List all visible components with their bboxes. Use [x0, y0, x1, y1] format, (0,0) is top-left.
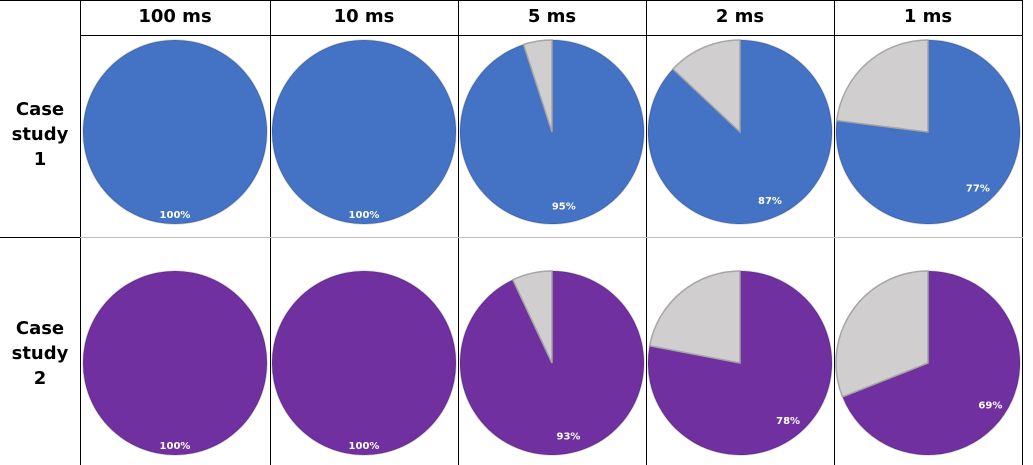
- data-label: 100%: [349, 210, 380, 221]
- pie-chart: 100%: [271, 39, 457, 225]
- data-label: 69%: [978, 400, 1002, 411]
- grid-line: [458, 0, 459, 465]
- pie-slice: [82, 39, 268, 225]
- data-label: 100%: [349, 441, 380, 452]
- pie-chart: 100%: [82, 270, 268, 456]
- column-header: 5 ms: [527, 6, 577, 27]
- pie-chart: 95%: [459, 39, 645, 225]
- pie-slice: [459, 270, 645, 456]
- pie-chart: 87%: [647, 39, 833, 225]
- grid-line: [0, 237, 80, 238]
- pie-chart: 77%: [835, 39, 1021, 225]
- pie-slice: [82, 270, 268, 456]
- grid-line: [80, 35, 1023, 36]
- grid-line: [834, 0, 835, 465]
- pie-slice-remainder: [835, 39, 929, 133]
- data-label: 87%: [758, 196, 782, 207]
- pie-chart: 93%: [459, 270, 645, 456]
- pie-slice-remainder: [648, 270, 741, 364]
- pie-slice: [841, 270, 1021, 456]
- pie-slice: [271, 270, 457, 456]
- pie-slice-remainder: [671, 39, 741, 134]
- pie-chart: 69%: [835, 270, 1021, 456]
- data-label: 93%: [556, 432, 580, 443]
- grid-line: [646, 0, 647, 465]
- pie-slice-remainder: [522, 39, 553, 133]
- pie-slice-remainder: [511, 270, 553, 364]
- data-label: 78%: [776, 416, 800, 427]
- column-header: 1 ms: [903, 6, 953, 27]
- grid-line: [80, 237, 1023, 238]
- column-header: 2 ms: [715, 6, 765, 27]
- pie-chart: 100%: [82, 39, 268, 225]
- pie-slice-remainder: [835, 270, 929, 398]
- grid-line: [270, 0, 271, 465]
- data-label: 95%: [552, 202, 576, 213]
- data-label: 100%: [160, 441, 191, 452]
- data-label: 77%: [966, 184, 990, 195]
- pie-slice: [271, 39, 457, 225]
- data-label: 100%: [160, 210, 191, 221]
- grid-line: [1022, 0, 1023, 465]
- grid-line: [0, 0, 1023, 1]
- pie-chart: 100%: [271, 270, 457, 456]
- pie-chart: 78%: [647, 270, 833, 456]
- row-header-case-study-1: Case study 1: [11, 99, 69, 170]
- row-header-case-study-2: Case study 2: [11, 318, 69, 389]
- column-header: 100 ms: [138, 6, 212, 27]
- column-header: 10 ms: [333, 6, 395, 27]
- pie-slice: [647, 270, 833, 456]
- grid-line: [80, 0, 81, 465]
